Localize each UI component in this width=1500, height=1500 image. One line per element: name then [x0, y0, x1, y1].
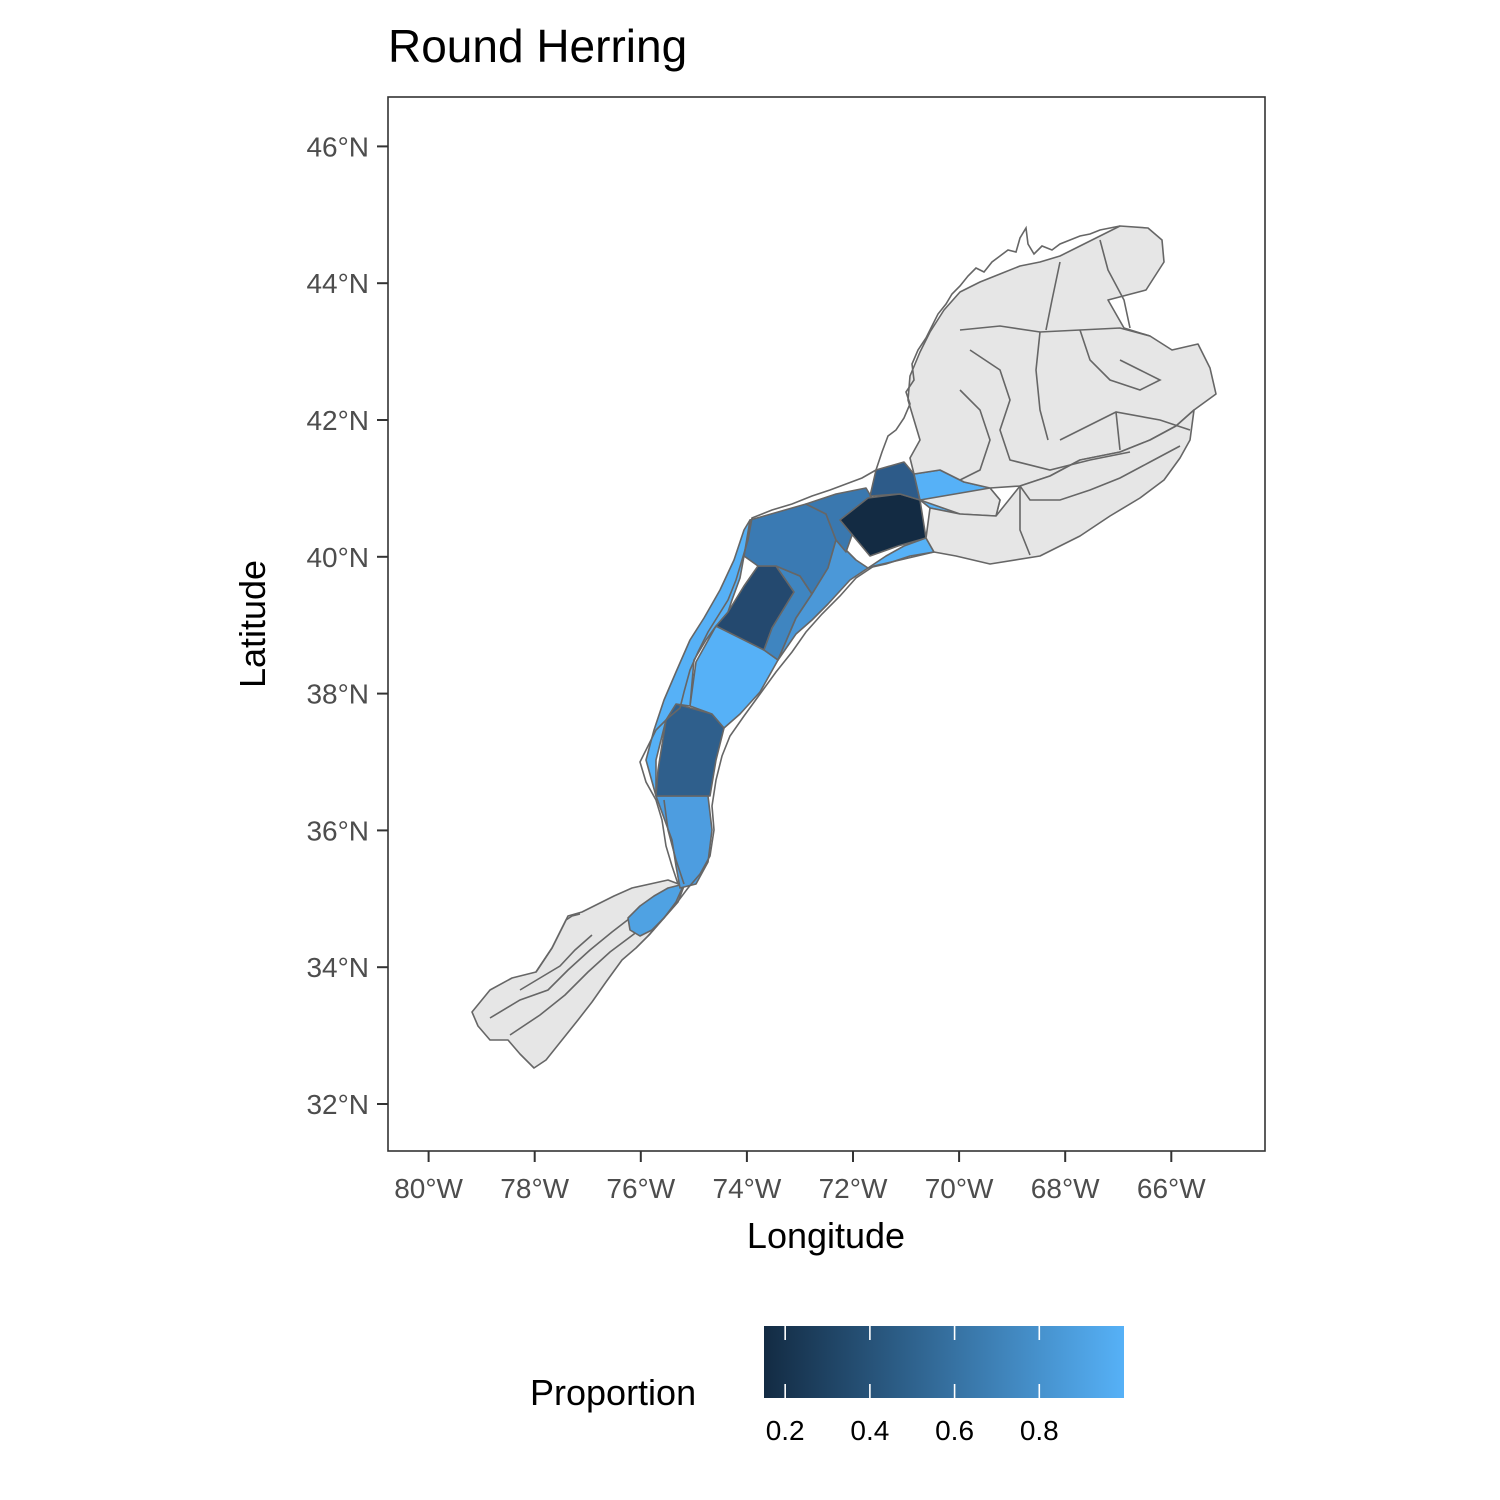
y-tick-label: 42°N: [306, 405, 369, 436]
contour-georges-4: [1019, 486, 1031, 556]
x-tick-label: 68°W: [1031, 1173, 1100, 1204]
x-tick-label: 72°W: [819, 1173, 888, 1204]
contour-georges-3: [1059, 411, 1191, 441]
legend-tick-label: 0.2: [766, 1415, 805, 1446]
contour-mab-edge: [647, 551, 935, 937]
legend-ticks: 0.2 0.4 0.6 0.8: [766, 1326, 1059, 1446]
legend-tick-label: 0.8: [1020, 1415, 1059, 1446]
y-axis-title: Latitude: [232, 560, 273, 688]
contour-georges-1: [1019, 445, 1181, 501]
region-virginia-shelf: [655, 703, 725, 797]
contour-south-inner: [509, 914, 656, 1036]
contour-gom-4: [1079, 329, 1162, 391]
x-tick-label: 76°W: [606, 1173, 675, 1204]
region-nj-inner-shore: [645, 519, 751, 797]
x-tick-label: 78°W: [500, 1173, 569, 1204]
region-shelf-edge: [777, 539, 869, 661]
region-southern-new-england: [839, 493, 927, 557]
y-tick-label: 46°N: [306, 131, 369, 162]
contour-gom-6: [1045, 261, 1061, 331]
contour-gom-1: [959, 325, 1151, 337]
y-tick-label: 44°N: [306, 268, 369, 299]
x-tick-label: 66°W: [1137, 1173, 1206, 1204]
y-tick-label: 36°N: [306, 815, 369, 846]
legend-colorbar: [764, 1326, 1124, 1398]
contour-gom-7: [959, 389, 991, 481]
coast-south: [535, 913, 581, 973]
y-axis: 32°N 34°N 36°N 38°N 40°N 42°N 44°N 46°N: [306, 131, 388, 1120]
map-regions: [471, 225, 1217, 1069]
y-tick-label: 32°N: [306, 1089, 369, 1120]
legend-title: Proportion: [530, 1372, 696, 1413]
x-tick-label: 74°W: [713, 1173, 782, 1204]
contour-georges-2: [1115, 411, 1121, 451]
legend-tick-label: 0.4: [850, 1415, 889, 1446]
region-georges-bank-south: [925, 409, 1195, 565]
contour-gom-2: [969, 349, 1131, 471]
region-nc-shelf: [627, 883, 685, 937]
contour-south-2: [519, 934, 593, 991]
map-title: Round Herring: [388, 20, 687, 72]
x-tick-label: 80°W: [394, 1173, 463, 1204]
contour-hatteras: [663, 799, 685, 885]
y-tick-label: 34°N: [306, 952, 369, 983]
x-axis-title: Longitude: [747, 1215, 905, 1256]
y-tick-label: 38°N: [306, 679, 369, 710]
legend-tick-label: 0.6: [935, 1415, 974, 1446]
y-tick-label: 40°N: [306, 542, 369, 573]
coast-mid-atlantic: [639, 469, 877, 885]
x-tick-label: 70°W: [925, 1173, 994, 1204]
x-axis: 80°W 78°W 76°W 74°W 72°W 70°W 68°W 66°W: [394, 1151, 1206, 1204]
coast-gulf-of-maine: [875, 225, 1121, 471]
contour-gom-3: [1035, 331, 1049, 441]
legend: Proportion 0.2 0.4 0.6 0.8: [530, 1326, 1124, 1446]
contour-gom-5: [1099, 239, 1131, 329]
